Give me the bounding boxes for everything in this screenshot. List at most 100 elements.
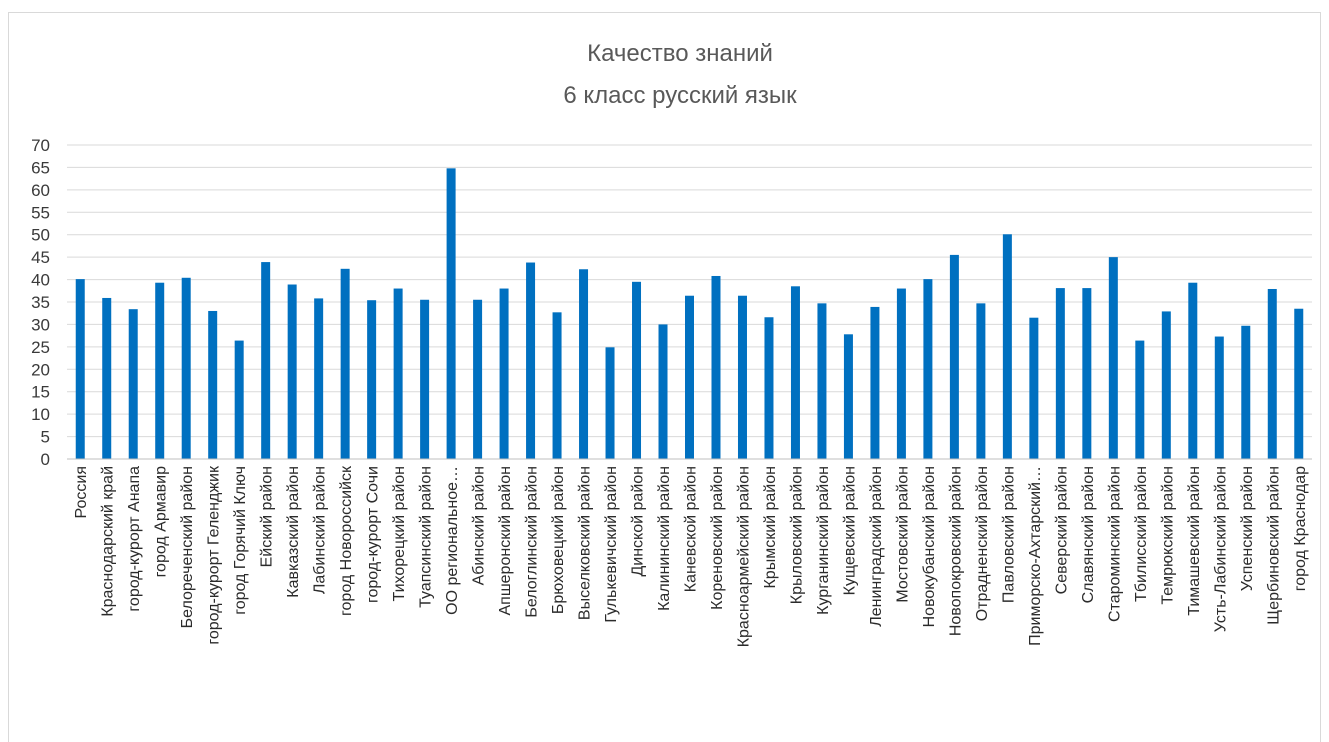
x-category-label: Щербиновский район xyxy=(1265,466,1282,625)
x-category-label: Крыловский район xyxy=(788,466,805,604)
bar xyxy=(181,277,191,459)
bar xyxy=(949,254,959,459)
x-category-label: Каневской район xyxy=(683,466,700,592)
bar xyxy=(685,295,694,459)
x-category-label: Белореченский район xyxy=(179,466,196,628)
x-category-label: Успенский район xyxy=(1239,466,1256,591)
x-category-label: Белоглинский район xyxy=(524,466,541,618)
y-tick-label: 65 xyxy=(31,158,50,177)
y-tick-label: 60 xyxy=(31,181,50,200)
x-category-label: Мостовский район xyxy=(894,466,911,603)
chart-subtitle: 6 класс русский язык xyxy=(563,82,797,109)
chart-title: Качество знаний xyxy=(587,40,773,67)
bar xyxy=(1135,340,1145,459)
bar xyxy=(234,340,244,459)
x-category-label: Кущевский район xyxy=(841,466,858,595)
x-category-label: Крымский район xyxy=(762,466,779,589)
bar xyxy=(896,288,906,459)
x-category-label: город Краснодар xyxy=(1292,466,1309,591)
bar xyxy=(128,309,138,459)
bar xyxy=(632,281,642,459)
bar xyxy=(1214,336,1224,459)
x-category-label: Приморско-Ахтарский… xyxy=(1027,466,1044,646)
x-category-label: город Новороссийск xyxy=(338,465,355,616)
bar xyxy=(605,347,615,459)
bar xyxy=(923,279,933,459)
x-category-label: Туапсинский район xyxy=(418,466,435,608)
bar xyxy=(314,298,324,459)
x-category-label: город-курорт Сочи xyxy=(365,466,382,603)
x-category-label: Красноармейский район xyxy=(735,466,752,647)
x-category-label: Новокубанский район xyxy=(921,466,938,627)
y-tick-label: 50 xyxy=(31,226,50,245)
x-category-label: Калининский район xyxy=(656,466,673,611)
x-category-label: Ейский район xyxy=(259,466,276,567)
x-category-label: Староминский район xyxy=(1106,466,1123,622)
bar xyxy=(102,297,112,459)
bar xyxy=(1294,308,1304,459)
bar xyxy=(155,282,165,459)
bar xyxy=(367,300,377,459)
x-category-label: Новопокровский район xyxy=(947,466,964,636)
y-tick-label: 55 xyxy=(31,203,50,222)
bar xyxy=(1082,288,1092,459)
x-category-label: Павловский район xyxy=(1000,466,1017,603)
y-tick-label: 20 xyxy=(31,360,50,379)
bar xyxy=(1241,325,1251,459)
y-tick-label: 0 xyxy=(41,450,50,469)
x-axis-labels: Россия Краснодарский край город-курорт Ана… xyxy=(73,465,1309,647)
x-category-label: Брюховецкий район xyxy=(550,466,567,614)
bar xyxy=(261,262,271,459)
x-category-label: Тимашевский район xyxy=(1186,466,1203,616)
bar xyxy=(1267,288,1277,459)
y-tick-label: 40 xyxy=(31,271,50,290)
y-tick-label: 5 xyxy=(41,428,50,447)
x-category-label: город-курорт Анапа xyxy=(126,466,143,612)
bar xyxy=(1108,257,1118,459)
bar xyxy=(287,284,297,459)
bar xyxy=(420,299,430,459)
x-category-label: Абинский район xyxy=(471,466,488,585)
x-category-label: Курганинский район xyxy=(815,466,832,615)
x-category-label: Гулькевичский район xyxy=(603,466,620,623)
x-category-label: Славянский район xyxy=(1080,466,1097,603)
x-category-label: Кореновский район xyxy=(709,466,726,610)
y-tick-label: 10 xyxy=(31,405,50,424)
x-category-label: город-курорт Геленджик xyxy=(206,465,223,645)
bar xyxy=(843,334,853,459)
bar xyxy=(1055,288,1065,459)
x-category-label: Ленинградский район xyxy=(868,466,885,627)
x-category-label: Россия xyxy=(73,466,90,518)
x-category-label: Северский район xyxy=(1053,466,1070,594)
x-category-label: Усть-Лабинский район xyxy=(1212,466,1229,632)
bar xyxy=(1029,317,1039,459)
bar xyxy=(446,168,456,459)
x-category-label: Апшеронский район xyxy=(497,466,514,616)
bars xyxy=(75,168,1304,459)
bar xyxy=(817,303,827,459)
bar xyxy=(658,324,668,459)
x-category-label: Темрюкский район xyxy=(1159,466,1176,605)
y-tick-label: 15 xyxy=(31,383,50,402)
x-category-label: Отрадненский район xyxy=(974,466,991,621)
bar xyxy=(737,295,747,459)
bar xyxy=(764,317,774,459)
bar xyxy=(1161,311,1171,459)
x-category-label: ОО региональное… xyxy=(444,466,461,615)
x-category-label: город Горячий Ключ xyxy=(232,466,249,615)
bar xyxy=(870,306,880,459)
bar xyxy=(526,262,536,459)
x-category-label: город Армавир xyxy=(153,466,170,578)
y-tick-label: 30 xyxy=(31,315,50,334)
bar xyxy=(499,288,509,459)
bar xyxy=(552,312,562,459)
x-category-label: Лабинский район xyxy=(312,466,329,594)
bar xyxy=(75,279,85,459)
y-tick-label: 70 xyxy=(31,136,50,155)
x-category-label: Тбилисский район xyxy=(1133,466,1150,602)
bar xyxy=(711,275,721,459)
bar xyxy=(473,299,483,459)
x-category-label: Тихорецкий район xyxy=(391,466,408,601)
y-tick-label: 35 xyxy=(31,293,50,312)
x-category-label: Динской район xyxy=(630,466,647,577)
